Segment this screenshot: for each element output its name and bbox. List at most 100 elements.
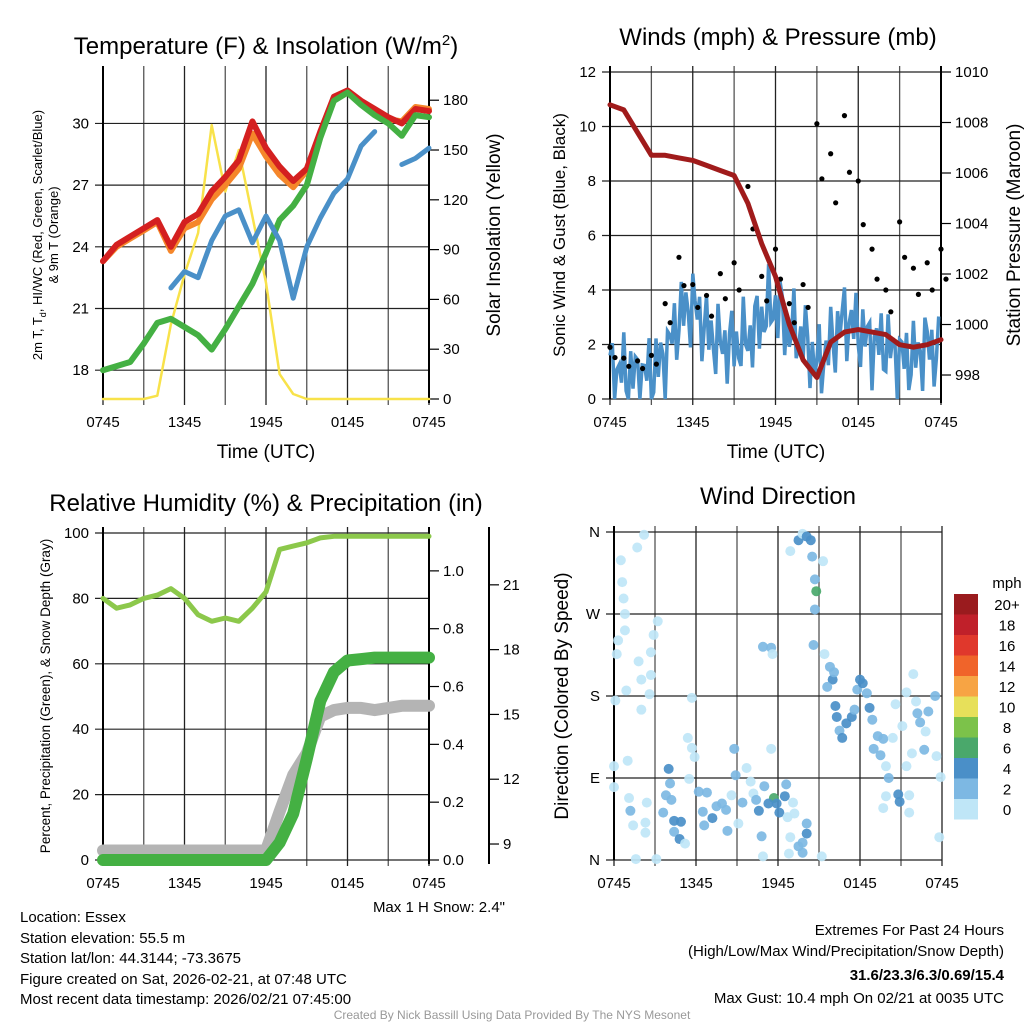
pressure-ylabel: Station Pressure (Maroon) xyxy=(1004,124,1024,347)
wind-direction-point xyxy=(805,535,816,546)
wind-direction-point xyxy=(915,717,926,728)
gust-point xyxy=(612,354,618,361)
gust-point xyxy=(639,365,646,372)
wind-direction-point xyxy=(645,647,656,658)
wind-direction-point xyxy=(930,691,941,701)
x-tick-label: 0145 xyxy=(842,414,875,431)
x-tick-label: 1345 xyxy=(168,875,201,892)
wind-direction-point xyxy=(894,796,905,807)
y-tick-label: 30 xyxy=(72,115,89,132)
colorbar-label: 20+ xyxy=(994,597,1020,614)
wind-direction-point xyxy=(663,763,674,774)
temperature-title: Temperature (F) & Insolation (W/m2) xyxy=(74,32,458,60)
wind-direction-point xyxy=(807,551,818,562)
temperature-panel: 0745 1345 1945 0145 0745 18 21 24 27 30 0 30 60 90 120… xyxy=(72,66,468,431)
colorbar-label: 16 xyxy=(999,638,1016,655)
wind-direction-point xyxy=(730,770,741,781)
x-tick-label: 0745 xyxy=(925,875,958,892)
pressure-tick-label: 998 xyxy=(955,367,980,384)
wind-direction-point xyxy=(622,755,633,766)
precip-tick-label: 0.0 xyxy=(443,852,464,869)
x-tick-label: 0145 xyxy=(331,414,364,431)
insolation-tick-label: 60 xyxy=(443,291,460,308)
colorbar-label: 0 xyxy=(1003,802,1011,819)
gust-point xyxy=(910,265,917,271)
pressure-tick-label: 1002 xyxy=(955,266,988,283)
gust-point xyxy=(828,151,834,157)
wind-direction-point xyxy=(880,761,891,772)
wind-direction-point xyxy=(878,733,889,744)
wind-direction-point xyxy=(639,529,650,540)
wind-direction-point xyxy=(621,685,632,696)
wind-direction-point xyxy=(610,695,621,706)
x-tick-label: 0145 xyxy=(331,875,364,892)
y-tick-label: E xyxy=(590,770,600,787)
y-tick-label: 60 xyxy=(72,656,89,673)
y-tick-label: 0 xyxy=(81,852,89,869)
wind-direction-point xyxy=(931,751,942,762)
gust-point xyxy=(938,246,944,252)
wind-direction-point xyxy=(682,732,693,743)
wind-direction-point xyxy=(766,743,777,754)
snow-depth-tick-label: 21 xyxy=(503,577,520,594)
wind-direction-point xyxy=(737,797,748,808)
wind-direction-point xyxy=(811,586,822,597)
gust-point xyxy=(846,169,853,175)
precip-tick-label: 0.6 xyxy=(443,679,464,696)
x-tick-label: 0745 xyxy=(86,414,119,431)
gust-point xyxy=(897,219,903,225)
wind-direction-point xyxy=(751,794,762,805)
2m-t-line xyxy=(100,87,432,265)
pressure-tick-label: 1010 xyxy=(955,64,988,81)
wind-direction-point xyxy=(920,726,931,737)
wind-direction-point xyxy=(680,838,691,849)
winds-title: Winds (mph) & Pressure (mb) xyxy=(619,24,936,51)
insolation-tick-label: 150 xyxy=(443,142,468,159)
gust-point xyxy=(681,283,687,289)
x-tick-label: 0745 xyxy=(412,875,445,892)
wind-direction-point xyxy=(630,854,641,865)
gust-point xyxy=(855,178,861,184)
wind-direction-point xyxy=(636,674,647,685)
wind-direction-point xyxy=(911,696,922,707)
gust-point xyxy=(717,271,723,277)
wind-direction-point xyxy=(619,625,630,636)
gust-point xyxy=(695,304,701,311)
wind-direction-point xyxy=(808,639,819,650)
wind-direction-point xyxy=(875,750,886,761)
gust-point xyxy=(869,246,875,252)
gust-point xyxy=(814,121,820,127)
direction-ylabel: Direction (Colored By Speed) xyxy=(552,572,573,819)
hi-wc-line xyxy=(399,145,432,167)
colorbar-swatch xyxy=(954,635,978,656)
wind-direction-point xyxy=(883,773,894,783)
colorbar-label: 14 xyxy=(999,659,1016,676)
colorbar-swatch xyxy=(954,799,978,820)
gust-point xyxy=(805,304,811,311)
x-tick-label: 1945 xyxy=(761,875,794,892)
gust-point xyxy=(883,287,889,293)
gust-point xyxy=(653,361,659,367)
wind-direction-point xyxy=(857,678,868,689)
wind-direction-point xyxy=(648,629,659,640)
wind-direction-point xyxy=(701,787,712,798)
wind-direction-point xyxy=(809,574,820,585)
colorbar-swatch xyxy=(954,737,978,758)
wind-direction-point xyxy=(644,689,655,700)
wind-direction-point xyxy=(665,778,676,789)
created-text: Figure created on Sat, 2026-02-21, at 07… xyxy=(20,971,347,988)
wind-direction-point xyxy=(624,793,635,804)
wind-direction-point xyxy=(771,798,782,809)
wind-direction-point xyxy=(904,807,915,818)
wind-direction-point xyxy=(726,790,737,801)
wind-direction-point xyxy=(861,688,872,699)
x-tick-label: 0745 xyxy=(412,414,445,431)
wind-direction-point xyxy=(779,791,790,802)
gust-point xyxy=(648,352,654,358)
colorbar-label: 8 xyxy=(1003,720,1011,737)
wind-direction-point xyxy=(816,851,827,862)
wind-direction-point xyxy=(774,807,785,818)
gust-point xyxy=(676,254,682,260)
wind-direction-point xyxy=(801,828,812,839)
wind-direction-point xyxy=(797,837,808,848)
